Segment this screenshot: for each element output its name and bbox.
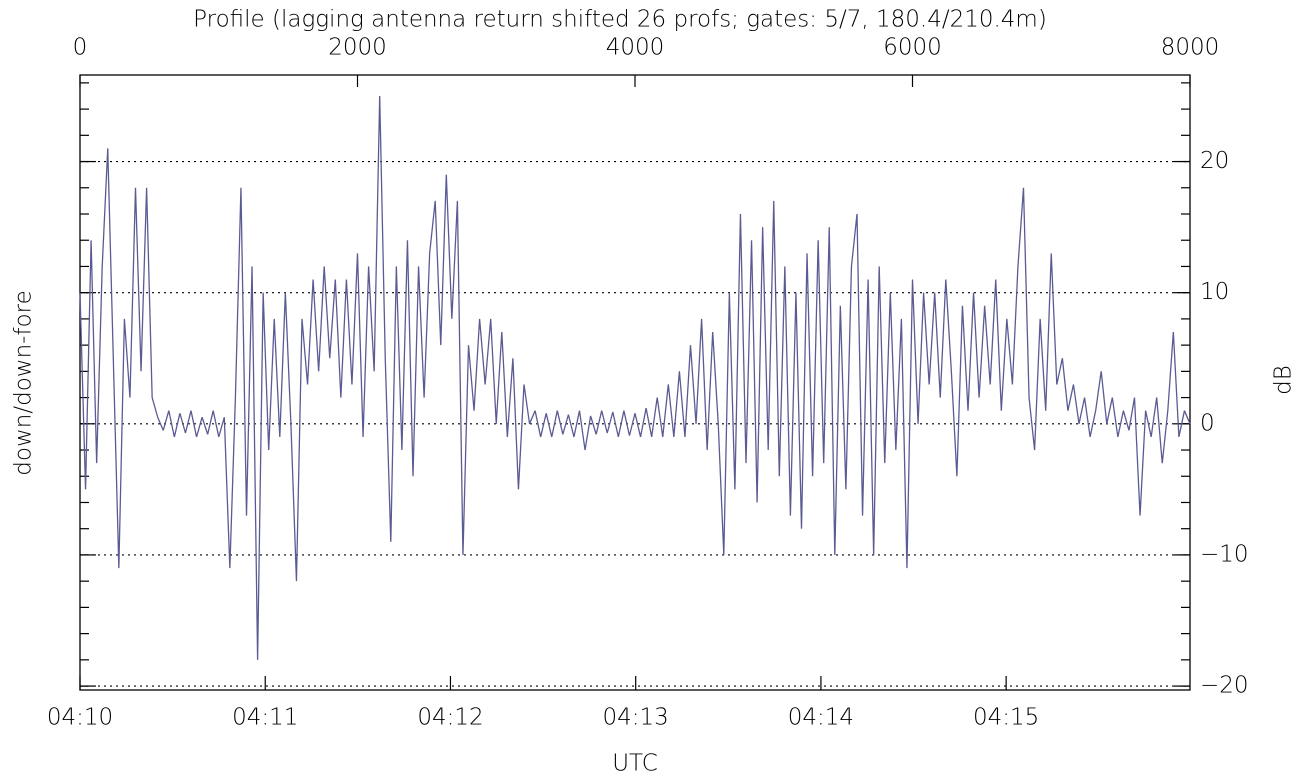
x-tick-label: 4000 [606,35,665,61]
x-tick-label: 0 [73,35,88,61]
y-tick-label: −20 [1200,673,1249,699]
x-tick-label: 6000 [883,35,942,61]
x-tick-label: 2000 [328,35,387,61]
y-axis-label: down/down-fore [11,290,37,475]
x2-tick-label: 04:12 [417,705,483,731]
y-tick-label: 0 [1200,410,1215,436]
x2-tick-label: 04:14 [788,705,854,731]
y-tick-label: −10 [1200,541,1249,567]
y2-axis-label: dB [1271,365,1297,395]
x2-tick-label: 04:10 [47,705,113,731]
x2-tick-label: 04:13 [603,705,669,731]
data-line [79,95,1191,660]
x2-tick-label: 04:11 [232,705,298,731]
y-tick-label: 10 [1200,279,1229,305]
x2-tick-label: 04:15 [973,705,1039,731]
y-tick-label: 20 [1200,148,1229,174]
chart-title: Profile (lagging antenna return shifted … [193,7,1047,33]
x-tick-label: 8000 [1161,35,1220,61]
plot-frame [79,74,1191,691]
x-axis-label: UTC [612,751,658,777]
